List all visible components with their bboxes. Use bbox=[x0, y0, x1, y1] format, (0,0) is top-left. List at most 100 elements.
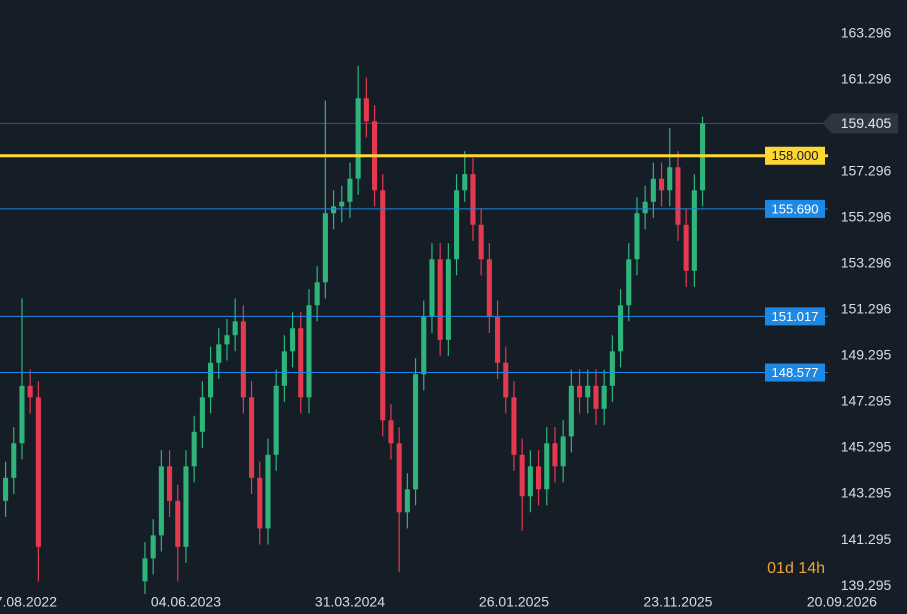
candle-body bbox=[667, 167, 673, 191]
plot-area bbox=[0, 66, 828, 594]
level-label-box bbox=[765, 199, 825, 218]
candle-body bbox=[183, 466, 189, 547]
y-tick-label: 157.296 bbox=[841, 163, 892, 179]
x-tick-label: 04.06.2023 bbox=[151, 594, 221, 610]
candle-body bbox=[380, 190, 386, 421]
candle-body bbox=[257, 477, 263, 529]
x-tick-label: 07.08.2022 bbox=[0, 594, 57, 610]
candle-body bbox=[544, 443, 550, 490]
candle-body bbox=[691, 190, 697, 271]
y-tick-label: 149.295 bbox=[841, 347, 892, 363]
candle-body bbox=[27, 385, 33, 398]
candle-body bbox=[208, 362, 214, 398]
candle-body bbox=[11, 443, 17, 478]
level-label: 155.690 bbox=[772, 201, 819, 216]
y-tick-label: 147.295 bbox=[841, 393, 892, 409]
candle-body bbox=[216, 344, 222, 363]
candle-body bbox=[503, 362, 509, 398]
countdown: 01d 14h bbox=[767, 560, 825, 577]
candle-body bbox=[560, 436, 566, 467]
x-tick-label: 23.11.2025 bbox=[643, 594, 712, 610]
y-tick-label: 153.296 bbox=[841, 255, 892, 271]
level-label-box bbox=[765, 307, 825, 326]
candle-body bbox=[150, 535, 156, 559]
candle-body bbox=[511, 397, 517, 455]
y-tick-label: 163.296 bbox=[841, 25, 892, 41]
candle-body bbox=[413, 374, 419, 490]
candle-body bbox=[265, 454, 271, 529]
level-label: 158.000 bbox=[772, 148, 819, 163]
level-label: 148.577 bbox=[772, 365, 819, 380]
candle-body bbox=[585, 385, 591, 398]
candle-body bbox=[273, 385, 279, 455]
candle-body bbox=[306, 305, 312, 398]
y-tick-label: 161.296 bbox=[841, 71, 892, 87]
candle-body bbox=[232, 321, 238, 336]
y-tick-label: 151.296 bbox=[841, 301, 892, 317]
candle-body bbox=[445, 259, 451, 340]
candle-body bbox=[568, 385, 574, 437]
candle-body bbox=[404, 489, 410, 513]
candle-body bbox=[35, 397, 41, 547]
candle-body bbox=[478, 224, 484, 260]
candle-body bbox=[347, 178, 353, 202]
candle-body bbox=[355, 98, 361, 179]
last-price-tag bbox=[822, 113, 898, 134]
y-tick-label: 155.296 bbox=[841, 209, 892, 225]
candle-body bbox=[175, 500, 181, 547]
candle-body bbox=[609, 351, 615, 386]
candle-body bbox=[331, 206, 337, 214]
candle-body bbox=[249, 397, 255, 478]
candle-body bbox=[626, 259, 632, 306]
candle-body bbox=[642, 201, 648, 214]
candle-body bbox=[158, 466, 164, 536]
candle-body bbox=[421, 316, 427, 375]
candle-body bbox=[593, 385, 599, 409]
candle-body bbox=[634, 213, 640, 260]
candle-body bbox=[470, 174, 476, 225]
candle-body bbox=[281, 351, 287, 386]
candle-body bbox=[527, 466, 533, 497]
level-label-box bbox=[765, 363, 825, 382]
candle-body bbox=[224, 335, 230, 345]
level-label-box bbox=[765, 146, 825, 165]
y-tick-label: 139.295 bbox=[841, 577, 892, 593]
candle-body bbox=[601, 385, 607, 409]
candle-body bbox=[495, 316, 501, 363]
candle-body bbox=[322, 213, 328, 283]
candle-body bbox=[429, 259, 435, 317]
candle-body bbox=[683, 224, 689, 271]
candle-body bbox=[618, 305, 624, 352]
x-tick-label: 26.01.2025 bbox=[479, 594, 549, 610]
y-tick-label: 145.295 bbox=[841, 439, 892, 455]
candle-body bbox=[454, 190, 460, 260]
candle-body bbox=[363, 98, 369, 122]
candle-body bbox=[462, 174, 468, 191]
candle-body bbox=[191, 431, 197, 467]
candle-body bbox=[199, 397, 205, 432]
last-price-label: 159.405 bbox=[841, 115, 892, 131]
level-label: 151.017 bbox=[772, 309, 819, 324]
candle-body bbox=[314, 282, 320, 306]
axes: 163.296 161.296 157.296 155.296 153.296 151.2… bbox=[0, 25, 898, 610]
candle-body bbox=[486, 259, 492, 317]
candle-body bbox=[659, 178, 665, 191]
candle-body bbox=[3, 477, 9, 501]
candle-body bbox=[290, 328, 296, 352]
candle-body bbox=[396, 443, 402, 513]
candle-body bbox=[650, 178, 656, 202]
candle-body bbox=[552, 443, 558, 467]
y-tick-label: 143.295 bbox=[841, 485, 892, 501]
candle-body bbox=[577, 385, 583, 398]
y-tick-label: 141.295 bbox=[841, 531, 892, 547]
candle-body bbox=[19, 385, 25, 444]
candle-body bbox=[536, 466, 542, 490]
candle-body bbox=[142, 558, 148, 582]
candle-body bbox=[298, 328, 304, 398]
candle-body bbox=[240, 321, 246, 398]
candle-body bbox=[437, 259, 443, 340]
candle-body bbox=[167, 466, 173, 501]
candle-body bbox=[388, 420, 394, 444]
